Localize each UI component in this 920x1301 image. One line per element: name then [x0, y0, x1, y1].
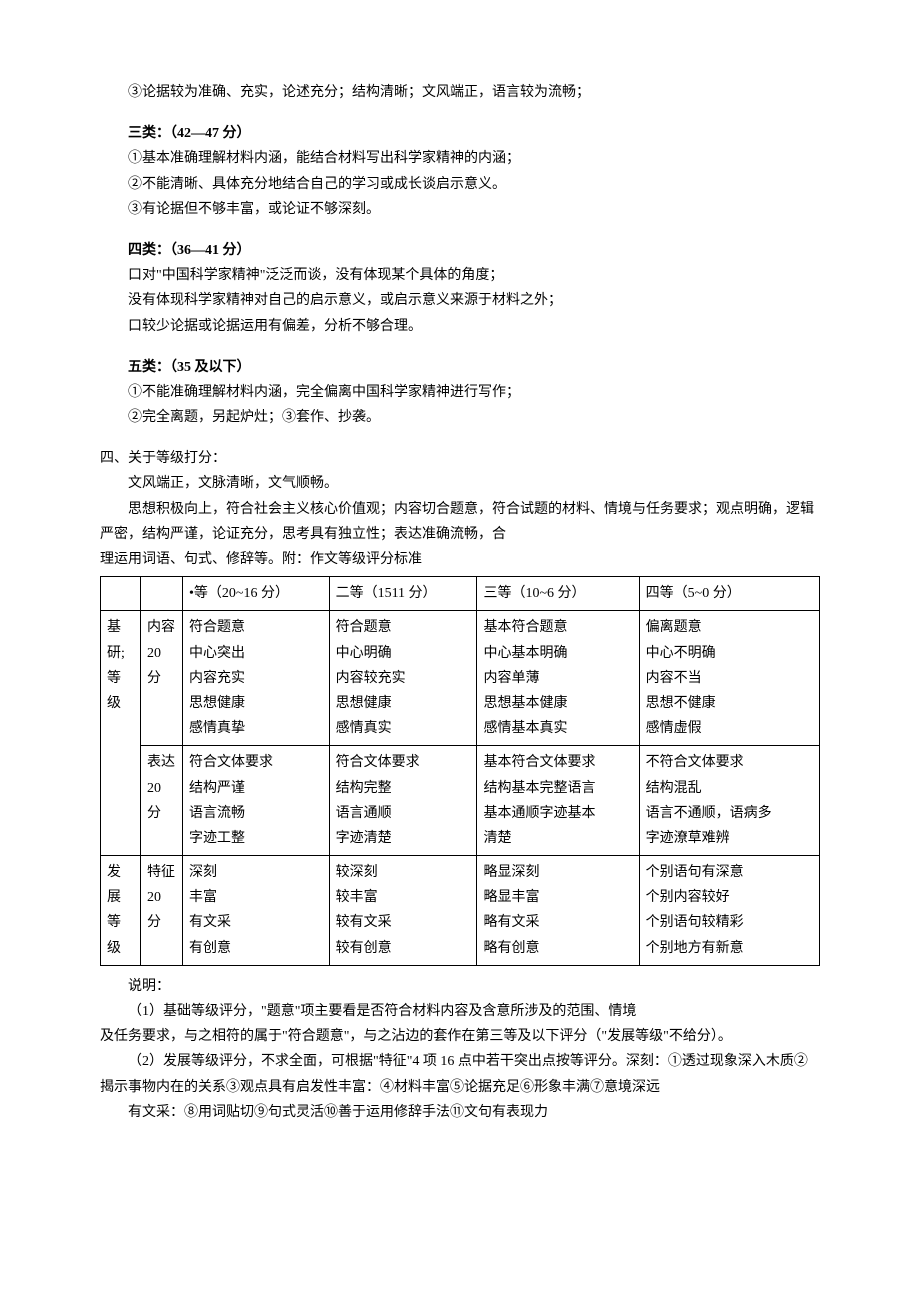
cell-text: 基研; 等级 [107, 620, 125, 711]
text-paragraph: 思想积极向上，符合社会主义核心价值观；内容切合题意，符合试题的材料、情境与任务要… [100, 497, 820, 547]
category-4: 四类：（36—41 分） 口对"中国科学家精神"泛泛而谈，没有体现某个具体的角度… [100, 238, 820, 339]
table-cell: 不符合文体要求结构混乱语言不通顺，语病多字迹潦草难辨 [639, 746, 819, 856]
table-cell: 个别语句有深意个别内容较好个别语句较精彩个别地方有新意 [639, 856, 819, 966]
notes-section: 说明： （1）基础等级评分，"题意"项主要看是否符合材料内容及含意所涉及的范围、… [100, 974, 820, 1125]
cell-text: 表达 20 分 [147, 755, 175, 820]
notes-title: 说明： [100, 974, 820, 999]
section-4: 四、关于等级打分： 文风端正，文脉清晰，文气顺畅。 思想积极向上，符合社会主义核… [100, 446, 820, 572]
table-cell: 表达 20 分 [141, 746, 183, 856]
text-line: ③有论据但不够丰富，或论证不够深刻。 [128, 197, 820, 222]
cell-text: 符合文体要求结构完整语言通顺字迹清楚 [336, 750, 471, 851]
cell-text: 深刻丰富有文采有创意 [189, 860, 323, 961]
text-line: ②完全离题，另起炉灶；③套作、抄袭。 [128, 405, 820, 430]
table-row: 表达 20 分 符合文体要求结构严谨语言流畅字迹工整 符合文体要求结构完整语言通… [101, 746, 820, 856]
table-cell: 符合文体要求结构严谨语言流畅字迹工整 [183, 746, 330, 856]
cell-text: 内容 20 分 [147, 620, 175, 685]
note-paragraph: 有文采：⑧用词贴切⑨句式灵活⑩善于运用修辞手法⑪文句有表现力 [100, 1100, 820, 1125]
block-continuation: ③论据较为准确、充实，论述充分；结构清晰；文风端正，语言较为流畅； [100, 80, 820, 105]
note-paragraph: （1）基础等级评分，"题意"项主要看是否符合材料内容及含意所涉及的范围、情境 [100, 999, 820, 1024]
category-title: 三类：（42—47 分） [128, 121, 820, 146]
category-title: 四类：（36—41 分） [128, 238, 820, 263]
table-header-cell: •等（20~16 分） [183, 577, 330, 611]
text-paragraph: 文风端正，文脉清晰，文气顺畅。 [100, 471, 820, 496]
table-cell: 偏离题意中心不明确内容不当思想不健康感情虚假 [639, 611, 819, 746]
table-header-cell: 三等（10~6 分） [477, 577, 639, 611]
note-paragraph: 及任务要求，与之相符的属于"符合题意"，与之沾边的套作在第三等及以下评分（"发展… [100, 1024, 820, 1049]
cell-text: 特征 20 分 [147, 865, 175, 930]
table-header-row: •等（20~16 分） 二等（1511 分） 三等（10~6 分） 四等（5~0… [101, 577, 820, 611]
table-header-cell: 二等（1511 分） [329, 577, 477, 611]
text-line: 口较少论据或论据运用有偏差，分析不够合理。 [128, 314, 820, 339]
text-paragraph: 理运用词语、句式、修辞等。附：作文等级评分标准 [100, 547, 820, 572]
section-title: 四、关于等级打分： [100, 446, 820, 471]
category-3: 三类：（42—47 分） ①基本准确理解材料内涵，能结合材料写出科学家精神的内涵… [100, 121, 820, 222]
table-cell: 深刻丰富有文采有创意 [183, 856, 330, 966]
cell-text: 基本符合文体要求结构基本完整语言基本通顺字迹基本清楚 [483, 750, 632, 851]
note-paragraph: （2）发展等级评分，不求全面，可根据"特征"4 项 16 点中若干突出点按等评分… [100, 1049, 820, 1099]
cell-text: 略显深刻略显丰富略有文采略有创意 [483, 860, 632, 961]
table-cell: 符合题意中心明确内容较充实思想健康感情真实 [329, 611, 477, 746]
cell-text: 符合题意中心突出内容充实思想健康感情真挚 [189, 615, 323, 741]
cell-text: 符合文体要求结构严谨语言流畅字迹工整 [189, 750, 323, 851]
table-cell: 内容 20 分 [141, 611, 183, 746]
table-cell: 发展 等级 [101, 856, 141, 966]
table-header-cell [141, 577, 183, 611]
table-cell: 基本符合题意中心基本明确内容单薄思想基本健康感情基本真实 [477, 611, 639, 746]
table-row: 发展 等级 特征 20 分 深刻丰富有文采有创意 较深刻较丰富较有文采较有创意 … [101, 856, 820, 966]
table-header-cell [101, 577, 141, 611]
table-header-cell: 四等（5~0 分） [639, 577, 819, 611]
table-cell: 较深刻较丰富较有文采较有创意 [329, 856, 477, 966]
text-line: 没有体现科学家精神对自己的启示意义，或启示意义来源于材料之外； [128, 288, 820, 313]
table-cell: 略显深刻略显丰富略有文采略有创意 [477, 856, 639, 966]
cell-text: 偏离题意中心不明确内容不当思想不健康感情虚假 [646, 615, 813, 741]
table-cell: 基研; 等级 [101, 611, 141, 856]
text-line: 口对"中国科学家精神"泛泛而谈，没有体现某个具体的角度； [128, 263, 820, 288]
text-line: ③论据较为准确、充实，论述充分；结构清晰；文风端正，语言较为流畅； [128, 80, 820, 105]
text-line: ①基本准确理解材料内涵，能结合材料写出科学家精神的内涵； [128, 146, 820, 171]
category-5: 五类：（35 及以下） ①不能准确理解材料内涵，完全偏离中国科学家精神进行写作；… [100, 355, 820, 431]
table-cell: 特征 20 分 [141, 856, 183, 966]
table-cell: 符合题意中心突出内容充实思想健康感情真挚 [183, 611, 330, 746]
category-title: 五类：（35 及以下） [128, 355, 820, 380]
cell-text: 较深刻较丰富较有文采较有创意 [336, 860, 471, 961]
cell-text: 基本符合题意中心基本明确内容单薄思想基本健康感情基本真实 [483, 615, 632, 741]
cell-text: 符合题意中心明确内容较充实思想健康感情真实 [336, 615, 471, 741]
text-line: ②不能清晰、具体充分地结合自己的学习或成长谈启示意义。 [128, 172, 820, 197]
text-line: ①不能准确理解材料内涵，完全偏离中国科学家精神进行写作； [128, 380, 820, 405]
scoring-rubric-table: •等（20~16 分） 二等（1511 分） 三等（10~6 分） 四等（5~0… [100, 576, 820, 966]
cell-text: 个别语句有深意个别内容较好个别语句较精彩个别地方有新意 [646, 860, 813, 961]
table-cell: 符合文体要求结构完整语言通顺字迹清楚 [329, 746, 477, 856]
cell-text: 发展 等级 [107, 865, 121, 956]
cell-text: 不符合文体要求结构混乱语言不通顺，语病多字迹潦草难辨 [646, 750, 813, 851]
table-row: 基研; 等级 内容 20 分 符合题意中心突出内容充实思想健康感情真挚 符合题意… [101, 611, 820, 746]
table-cell: 基本符合文体要求结构基本完整语言基本通顺字迹基本清楚 [477, 746, 639, 856]
